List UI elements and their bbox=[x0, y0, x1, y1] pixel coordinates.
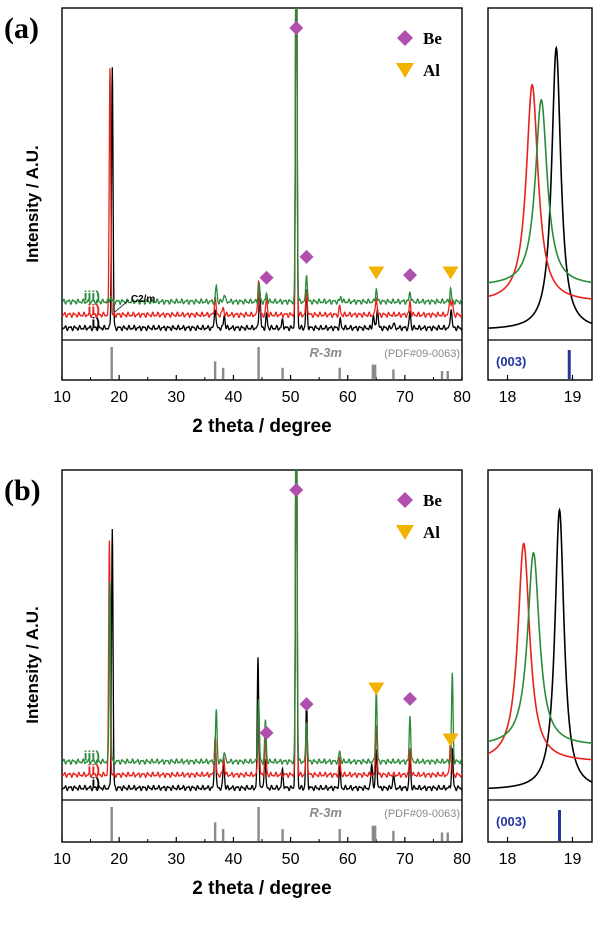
x-tick-label: 50 bbox=[282, 851, 300, 868]
inset-peak-label: (003) bbox=[496, 354, 526, 369]
inset-series-line-2 bbox=[488, 98, 592, 284]
series-line-2 bbox=[62, 8, 462, 306]
x-tick-label: 60 bbox=[339, 851, 357, 868]
be-marker bbox=[289, 21, 304, 35]
reference-phase-label: R-3m bbox=[309, 805, 342, 820]
panel-a: (a) Intensity / A.U. 10 20 30 40 50 60 70 80 2 the… bbox=[4, 7, 593, 437]
inset-x-tick-label: 19 bbox=[564, 389, 582, 406]
x-tick-label: 80 bbox=[453, 851, 471, 868]
series-label: i) bbox=[91, 314, 100, 330]
series-line-1 bbox=[62, 8, 462, 319]
panel-label: (b) bbox=[4, 474, 41, 507]
series-line-1 bbox=[62, 470, 462, 779]
x-tick-label: 20 bbox=[110, 389, 128, 406]
legend-diamond-icon bbox=[397, 30, 413, 46]
panel-label: (a) bbox=[4, 12, 39, 45]
x-tick-label: 70 bbox=[396, 851, 414, 868]
inset-frame bbox=[487, 7, 593, 381]
legend-label: Al bbox=[423, 61, 440, 80]
y-axis-label: Intensity / A.U. bbox=[23, 606, 42, 723]
al-marker bbox=[442, 266, 459, 280]
series-label: ii) bbox=[88, 301, 100, 317]
legend-triangle-icon bbox=[396, 63, 414, 78]
inset-series-line-1 bbox=[488, 542, 592, 761]
al-marker bbox=[368, 266, 385, 280]
inset-frame bbox=[487, 469, 593, 843]
x-tick-label: 30 bbox=[167, 389, 185, 406]
be-marker bbox=[289, 483, 304, 497]
reference-pdf-label: (PDF#09-0063) bbox=[384, 808, 460, 820]
x-tick-label: 20 bbox=[110, 851, 128, 868]
series-line-2 bbox=[62, 470, 462, 766]
legend-label: Al bbox=[423, 523, 440, 542]
series-line-0 bbox=[62, 8, 462, 332]
reference-phase-label: R-3m bbox=[309, 345, 342, 360]
inset-x-tick-label: 19 bbox=[564, 851, 582, 868]
y-axis-label: Intensity / A.U. bbox=[23, 145, 42, 262]
be-marker bbox=[403, 268, 417, 283]
x-tick-label: 10 bbox=[53, 389, 71, 406]
x-tick-label: 60 bbox=[339, 389, 357, 406]
al-marker bbox=[442, 733, 459, 747]
x-tick-label: 10 bbox=[53, 851, 71, 868]
series-line-0 bbox=[62, 470, 462, 792]
x-tick-label: 80 bbox=[453, 389, 471, 406]
be-marker bbox=[259, 725, 274, 740]
panel-b: (b) Intensity / A.U. 10 20 30 40 50 60 70 80 2 the… bbox=[4, 469, 593, 899]
inset-peak-label: (003) bbox=[496, 814, 526, 829]
legend-triangle-icon bbox=[396, 525, 414, 540]
series-label: i) bbox=[91, 774, 100, 790]
annotation-label: C2/m bbox=[131, 294, 156, 305]
be-marker bbox=[403, 691, 417, 706]
annotation-arrow bbox=[114, 299, 130, 313]
al-marker bbox=[368, 682, 385, 696]
x-tick-label: 70 bbox=[396, 389, 414, 406]
x-axis-label: 2 theta / degree bbox=[192, 878, 331, 899]
series-label: iii) bbox=[84, 748, 100, 764]
x-tick-label: 50 bbox=[282, 389, 300, 406]
inset-series-line-0 bbox=[488, 45, 592, 329]
x-tick-label: 30 bbox=[167, 851, 185, 868]
be-marker bbox=[299, 697, 314, 712]
inset-x-tick-label: 18 bbox=[499, 851, 517, 868]
reference-pdf-label: (PDF#09-0063) bbox=[384, 348, 460, 360]
be-marker bbox=[259, 270, 274, 285]
legend-diamond-icon bbox=[397, 492, 413, 508]
be-marker bbox=[299, 249, 314, 264]
inset-series-line-2 bbox=[488, 551, 592, 744]
legend-label: Be bbox=[423, 491, 442, 510]
series-label: iii) bbox=[84, 288, 100, 304]
inset-series-line-1 bbox=[488, 83, 592, 300]
inset-x-tick-label: 18 bbox=[499, 389, 517, 406]
legend-label: Be bbox=[423, 29, 442, 48]
x-tick-label: 40 bbox=[225, 389, 243, 406]
series-label: ii) bbox=[88, 761, 100, 777]
x-tick-label: 40 bbox=[225, 851, 243, 868]
x-axis-label: 2 theta / degree bbox=[192, 416, 331, 437]
